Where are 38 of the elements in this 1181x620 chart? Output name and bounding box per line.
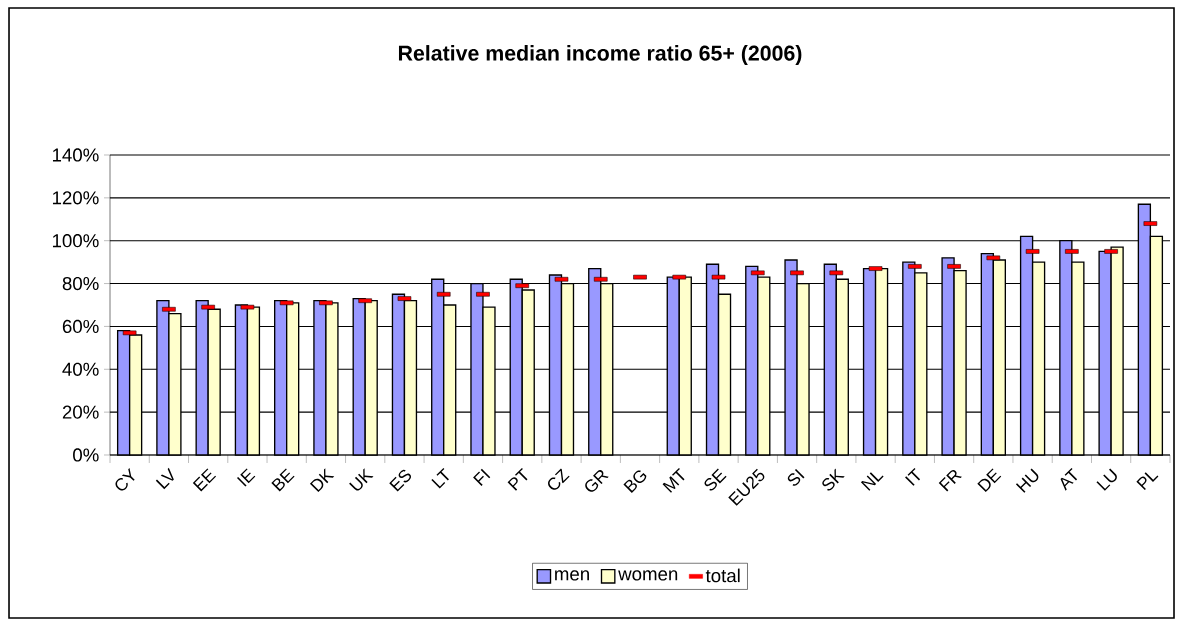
y-tick-label: 100% [52, 234, 99, 248]
x-tick-label: LV [155, 467, 174, 490]
x-tick-label: LT [431, 467, 449, 489]
x-tick-label: FR [938, 469, 962, 492]
x-tick-label: DK [309, 468, 335, 493]
x-tick-label: LU [1096, 468, 1117, 491]
x-tick-label: SE [704, 468, 727, 491]
legend-label: women [618, 570, 678, 581]
x-tick-label: AT [1060, 467, 1078, 491]
x-tick-label: PT [507, 467, 528, 491]
x-tick-label: GR [585, 470, 609, 492]
x-tick-label: ES [389, 469, 412, 492]
x-tick-label: HU [1015, 468, 1039, 493]
y-tick-label: 80% [62, 276, 99, 291]
y-tick-label: 120% [52, 191, 99, 205]
x-tick-label: DE [977, 468, 1002, 493]
y-tick-label: 60% [62, 319, 99, 334]
chart-title: Relative median income ratio 65+ (2006) [398, 45, 802, 65]
x-tick-label: IT [905, 467, 921, 486]
x-tick-label: BG [623, 470, 647, 493]
y-tick-label: 20% [62, 405, 99, 419]
x-tick-label: BE [271, 468, 295, 492]
x-tick-label: SK [822, 468, 845, 491]
x-tick-label: SI [787, 468, 805, 486]
x-tick-label: FI [473, 468, 491, 486]
x-tick-label: NL [860, 472, 884, 491]
x-tick-label: EE [192, 468, 217, 492]
x-tick-label: IE [236, 468, 256, 487]
legend-label: total [705, 568, 740, 583]
x-tick-label: UK [349, 468, 374, 491]
y-tick-label: 0% [73, 448, 99, 462]
legend-label: men [555, 570, 589, 581]
x-tick-label: CZ [548, 468, 570, 490]
x-tick-label: MT [662, 467, 685, 493]
y-tick-label: 140% [52, 148, 99, 162]
x-tick-label: PL [1136, 472, 1159, 491]
x-tick-label: CY [115, 468, 135, 491]
y-tick-label: 40% [62, 362, 99, 376]
